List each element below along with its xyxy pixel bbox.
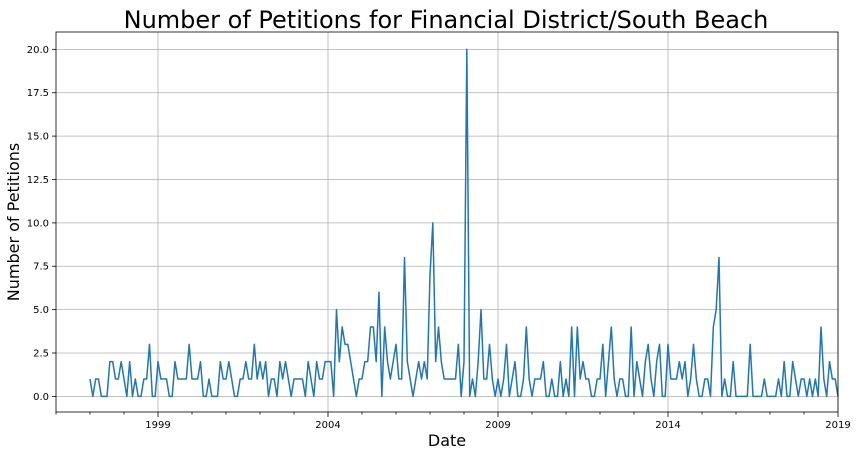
- y-tick-label: 12.5: [27, 175, 49, 186]
- y-tick-label: 5.0: [33, 305, 49, 316]
- y-axis-label: Number of Petitions: [4, 143, 23, 302]
- y-tick-label: 10.0: [27, 218, 49, 229]
- y-tick-label: 7.5: [33, 262, 49, 273]
- y-tick-label: 0.0: [33, 392, 49, 403]
- y-axis-ticks: 0.0 2.5 5.0 7.5 10.0 12.5 15.0 17.5 20.0: [27, 45, 56, 403]
- y-tick-label: 17.5: [27, 88, 49, 99]
- x-tick-label: 2004: [315, 420, 340, 431]
- y-tick-label: 15.0: [27, 132, 49, 143]
- x-tick-label: 2014: [655, 420, 680, 431]
- x-tick-label: 2019: [825, 420, 850, 431]
- x-tick-label: 2009: [485, 420, 510, 431]
- plot-frame: [55, 31, 839, 413]
- x-axis-label: Date: [428, 431, 466, 450]
- x-axis-ticks: 1999 2004 2009 2014 2019: [145, 412, 851, 431]
- x-tick-label: 1999: [145, 420, 170, 431]
- y-tick-label: 2.5: [33, 349, 49, 360]
- y-tick-label: 20.0: [27, 45, 49, 56]
- x-axis-minor-ticks: [55, 412, 805, 415]
- chart-title: Number of Petitions for Financial Distri…: [124, 6, 769, 34]
- series-line-petitions: [89, 48, 839, 398]
